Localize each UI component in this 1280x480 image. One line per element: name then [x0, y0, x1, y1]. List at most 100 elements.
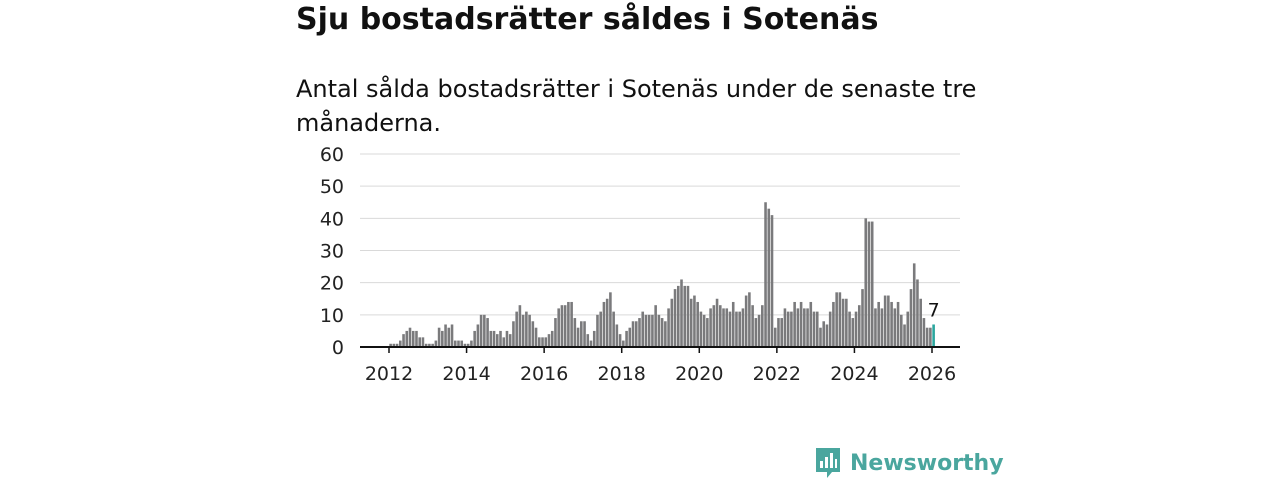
bar: [508, 334, 512, 347]
bar: [625, 330, 628, 347]
bar: [909, 289, 913, 347]
bar: [660, 318, 664, 347]
bar: [583, 321, 586, 347]
bar: [424, 343, 428, 347]
bar: [857, 305, 861, 347]
bar: [589, 340, 593, 347]
bar: [550, 330, 554, 347]
bar: [828, 311, 832, 347]
bar: [815, 311, 819, 347]
bar: [499, 330, 502, 347]
bar: [670, 298, 674, 347]
bar: [434, 340, 438, 347]
bar: [411, 330, 415, 347]
bar: [479, 314, 483, 347]
bar: [780, 318, 783, 347]
bar: [790, 311, 793, 347]
bar: [799, 301, 803, 347]
bar: [495, 334, 499, 347]
bar: [612, 311, 615, 347]
x-tick-label: 2018: [598, 363, 646, 385]
bar: [722, 308, 725, 347]
bar: [709, 308, 712, 347]
bar: [738, 311, 741, 347]
bar: [870, 221, 874, 347]
brand-name: Newsworthy: [850, 450, 1004, 476]
bar: [777, 318, 780, 347]
chart-subtitle: Antal sålda bostadsrätter i Sotenäs unde…: [296, 75, 977, 137]
bar: [683, 285, 687, 347]
x-tick-label: 2022: [753, 363, 801, 385]
bar: [806, 308, 809, 347]
bar: [822, 321, 826, 347]
bar: [706, 318, 709, 347]
bar: [867, 221, 871, 347]
bar: [431, 343, 434, 347]
bar: [883, 295, 887, 347]
bar: [654, 305, 657, 347]
bar: [715, 298, 719, 347]
bar: [460, 340, 464, 347]
bar: [803, 308, 806, 347]
y-tick-label: 40: [320, 208, 344, 230]
bar: [887, 295, 890, 347]
bar: [916, 279, 919, 347]
newsworthy-logo[interactable]: Newsworthy: [814, 446, 1004, 480]
bar: [699, 311, 703, 347]
bar: [664, 321, 667, 347]
bar: [890, 301, 893, 347]
bar: [570, 301, 573, 347]
bar: [845, 298, 848, 347]
x-tick-label: 2016: [520, 363, 568, 385]
bar: [402, 334, 405, 347]
bar: [741, 308, 745, 347]
bar: [757, 314, 761, 347]
bar: [673, 289, 677, 347]
bar: [854, 311, 858, 347]
bar: [631, 321, 635, 347]
bar: [651, 314, 654, 347]
bar: [453, 340, 457, 347]
bar: [770, 215, 774, 347]
bar: [405, 330, 409, 347]
bar: [686, 285, 690, 347]
bar: [615, 324, 619, 347]
bar: [576, 327, 580, 347]
y-tick-label: 20: [320, 273, 344, 295]
bar: [450, 324, 454, 347]
bar: [486, 318, 489, 347]
bar: [525, 311, 528, 347]
bar: [476, 324, 480, 347]
bar: [754, 318, 758, 347]
bar: [544, 337, 548, 347]
bar: [502, 337, 506, 347]
bar: [447, 327, 451, 347]
newsworthy-logo-icon: [816, 448, 840, 478]
bar: [563, 305, 567, 347]
bar: [696, 301, 699, 347]
bar: [767, 208, 771, 347]
bar: [528, 314, 531, 347]
bar: [877, 301, 880, 347]
bar: [702, 314, 706, 347]
bar: [786, 311, 790, 347]
bar: [531, 321, 535, 347]
bar: [809, 301, 813, 347]
bar: [906, 311, 910, 347]
bar: [751, 305, 754, 347]
bar: [441, 330, 444, 347]
bar: [912, 263, 916, 347]
bar: [560, 305, 564, 347]
data-label: 7: [928, 299, 940, 321]
bar: [874, 308, 877, 347]
y-tick-label: 30: [320, 241, 344, 263]
bar: [515, 311, 518, 347]
x-tick-label: 2012: [365, 363, 413, 385]
x-tick-label: 2024: [830, 363, 878, 385]
bar: [647, 314, 651, 347]
bar: [586, 334, 590, 347]
bar: [557, 308, 560, 347]
bar: [900, 314, 903, 347]
bar: [712, 305, 716, 347]
bar: [470, 340, 473, 347]
